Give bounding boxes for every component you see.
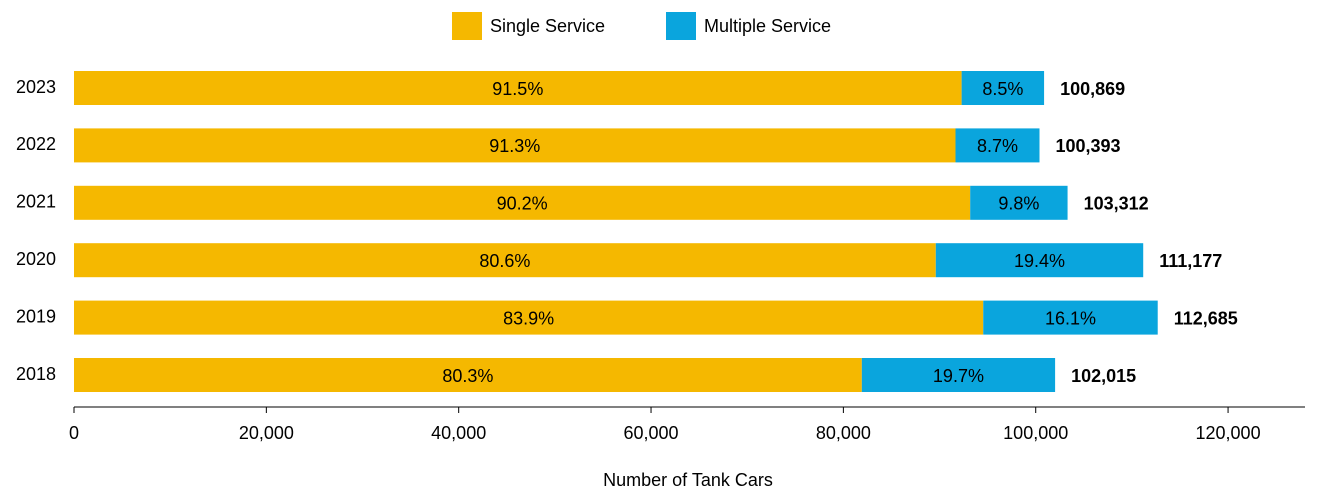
segment-label: 83.9% <box>503 308 554 328</box>
x-tick-label: 80,000 <box>816 423 871 443</box>
x-tick-label: 100,000 <box>1003 423 1068 443</box>
total-label: 100,869 <box>1060 79 1125 99</box>
segment-label: 19.7% <box>933 366 984 386</box>
bar-segment <box>983 300 1158 335</box>
bar-segment <box>74 243 936 278</box>
y-tick-label: 2023 <box>16 77 56 97</box>
bar-segment <box>861 358 1056 392</box>
x-tick-label: 60,000 <box>624 423 679 443</box>
total-label: 111,177 <box>1159 251 1222 271</box>
bar-segment <box>74 128 956 163</box>
bar-segment <box>74 358 862 392</box>
legend-label: Multiple Service <box>704 16 831 36</box>
segment-label: 91.5% <box>492 79 543 99</box>
total-label: 102,015 <box>1071 366 1136 386</box>
total-label: 100,393 <box>1055 136 1120 156</box>
total-label: 112,685 <box>1174 308 1238 328</box>
x-tick-label: 0 <box>69 423 79 443</box>
bar-segment <box>961 71 1045 105</box>
segment-label: 90.2% <box>497 194 548 214</box>
legend-swatch <box>666 12 696 40</box>
y-tick-label: 2021 <box>16 192 56 212</box>
segment-label: 8.7% <box>977 136 1018 156</box>
y-tick-label: 2018 <box>16 364 56 384</box>
segment-label: 91.3% <box>489 136 540 156</box>
x-tick-label: 120,000 <box>1196 423 1261 443</box>
bar-segment <box>935 243 1144 278</box>
segment-label: 9.8% <box>998 194 1039 214</box>
legend-swatch <box>452 12 482 40</box>
bar-segment <box>74 300 984 335</box>
segment-label: 16.1% <box>1045 308 1096 328</box>
segment-label: 19.4% <box>1014 251 1065 271</box>
bar-segment <box>970 185 1068 220</box>
bar-segment <box>955 128 1040 163</box>
bar-segment <box>74 71 962 105</box>
total-label: 103,312 <box>1084 194 1149 214</box>
legend-label: Single Service <box>490 16 605 36</box>
segment-label: 80.3% <box>442 366 493 386</box>
segment-label: 80.6% <box>479 251 530 271</box>
segment-label: 8.5% <box>982 79 1023 99</box>
x-axis-title: Number of Tank Cars <box>603 470 773 488</box>
y-tick-label: 2020 <box>16 249 56 269</box>
y-tick-label: 2019 <box>16 306 56 326</box>
x-tick-label: 20,000 <box>239 423 294 443</box>
x-tick-label: 40,000 <box>431 423 486 443</box>
bar-segment <box>74 185 971 220</box>
y-tick-label: 2022 <box>16 134 56 154</box>
